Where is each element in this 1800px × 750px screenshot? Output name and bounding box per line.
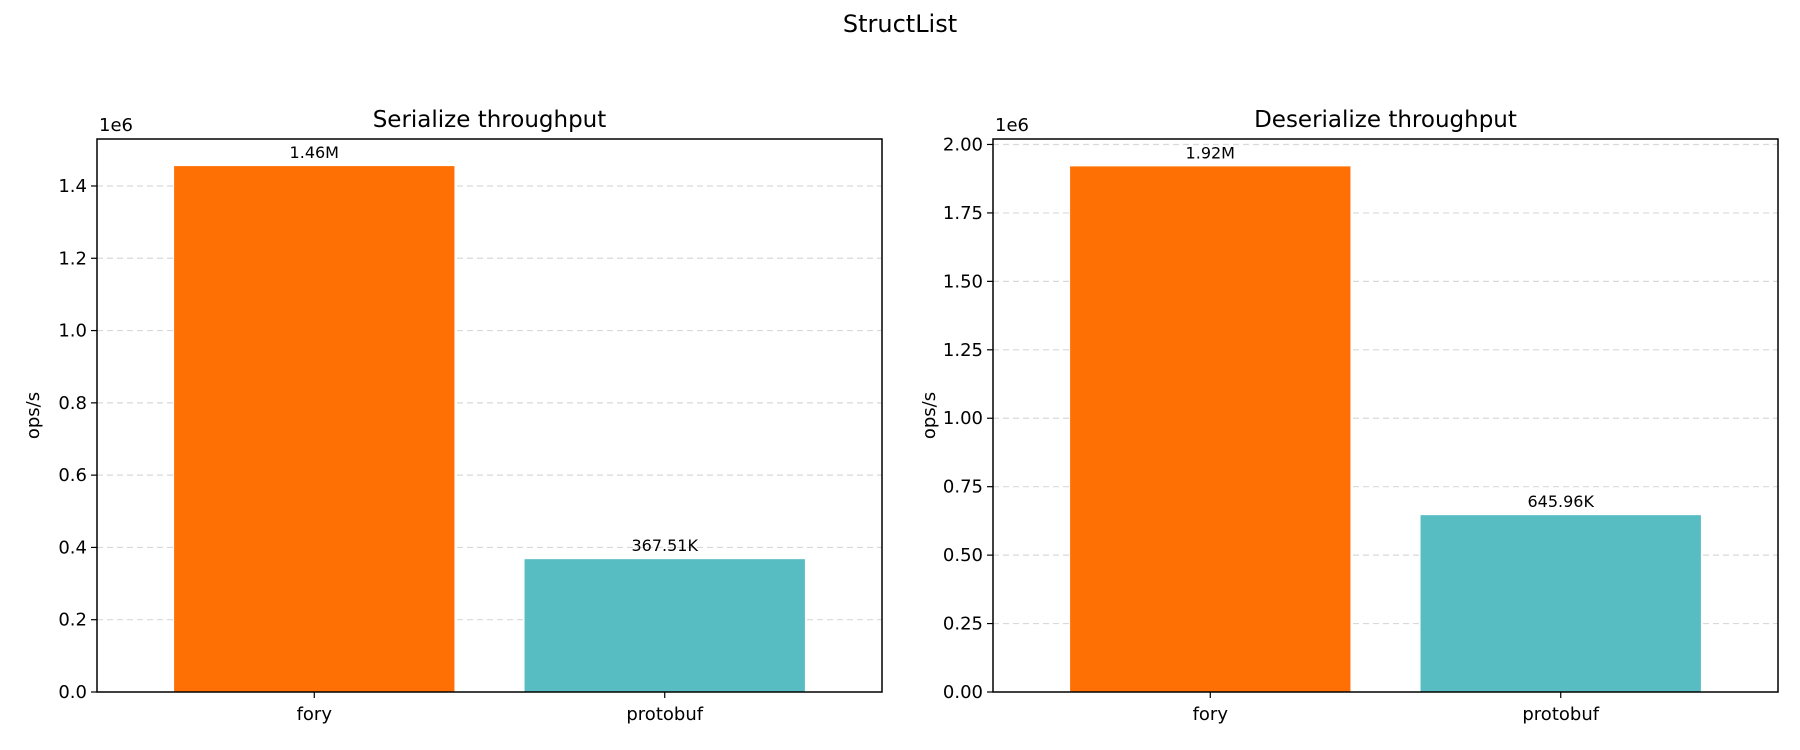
y-tick-label: 2.00 [943, 134, 983, 155]
y-tick-label: 1.2 [58, 248, 87, 269]
y-offset-label: 1e6 [99, 115, 133, 136]
data-label: 645.96K [1527, 492, 1594, 511]
y-tick-label: 1.0 [58, 321, 87, 342]
y-axis-label: ops/s [23, 392, 44, 439]
y-tick-label: 0.8 [58, 393, 87, 414]
data-label: 367.51K [631, 536, 698, 555]
x-tick-label: fory [1193, 704, 1229, 725]
bar-protobuf [524, 559, 805, 692]
y-tick-label: 0.25 [943, 614, 983, 635]
x-tick-label: protobuf [1522, 704, 1599, 725]
y-tick-label: 0.00 [943, 682, 983, 703]
chart-title: Deserialize throughput [1254, 107, 1517, 133]
y-tick-label: 0.50 [943, 545, 983, 566]
plot-frame [992, 138, 1779, 693]
y-tick-label: 1.50 [943, 271, 983, 292]
data-label: 1.46M [290, 143, 339, 162]
data-label: 1.92M [1186, 143, 1235, 162]
y-tick-label: 0.0 [58, 682, 87, 703]
y-axis-label: ops/s [919, 392, 940, 439]
y-offset-label: 1e6 [995, 115, 1029, 136]
bar-fory [174, 166, 455, 692]
y-tick-label: 1.75 [943, 203, 983, 224]
y-tick-label: 1.25 [943, 340, 983, 361]
plot-frame [96, 138, 883, 693]
x-tick-label: protobuf [626, 704, 703, 725]
x-tick-label: fory [297, 704, 333, 725]
bar-fory [1070, 166, 1351, 693]
y-tick-label: 0.4 [58, 537, 87, 558]
figure-title: StructList [842, 10, 958, 38]
y-tick-label: 0.2 [58, 610, 87, 631]
y-tick-label: 1.00 [943, 408, 983, 429]
bar-protobuf [1420, 515, 1701, 692]
y-tick-label: 0.6 [58, 465, 87, 486]
chart-title: Serialize throughput [373, 107, 607, 133]
y-tick-label: 1.4 [58, 176, 87, 197]
y-tick-label: 0.75 [943, 477, 983, 498]
